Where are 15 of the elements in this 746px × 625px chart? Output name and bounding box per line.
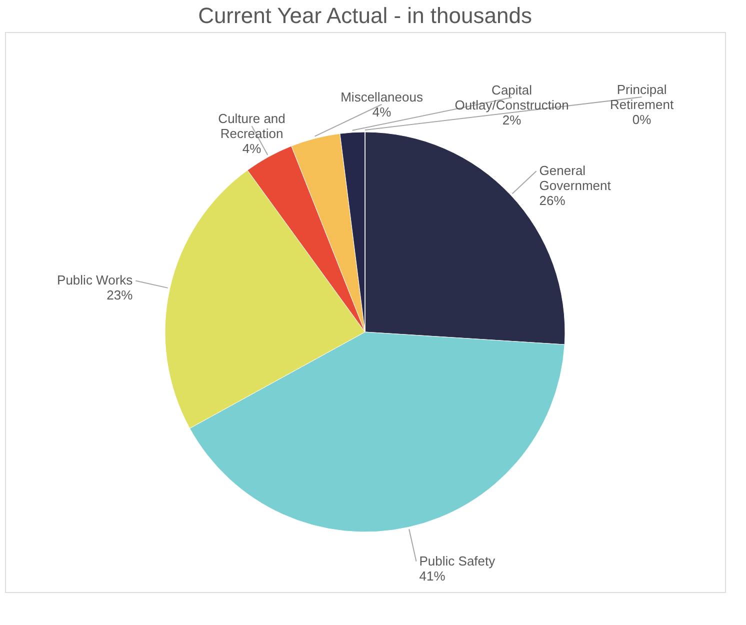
data-label: 4% [242, 141, 262, 156]
data-label: 23% [106, 288, 134, 303]
slice-label: Capital Outlay/Construction [454, 82, 569, 112]
slice-label: General Government [539, 163, 612, 194]
data-label: 4% [372, 104, 392, 120]
data-label: 26% [539, 193, 566, 208]
category-label: Principal Retirement [610, 82, 674, 112]
text: 0% [632, 112, 652, 127]
chart-title: Current Year Actual - in thousands [198, 3, 532, 28]
slice-label: Public Works [57, 272, 134, 288]
slice-label: Miscellaneous [340, 89, 424, 104]
data-label: 41% [419, 568, 446, 584]
slice-label: Culture and Recreation [218, 111, 286, 142]
slice-label: Public Safety [419, 553, 496, 568]
data-label: 2% [502, 112, 522, 128]
